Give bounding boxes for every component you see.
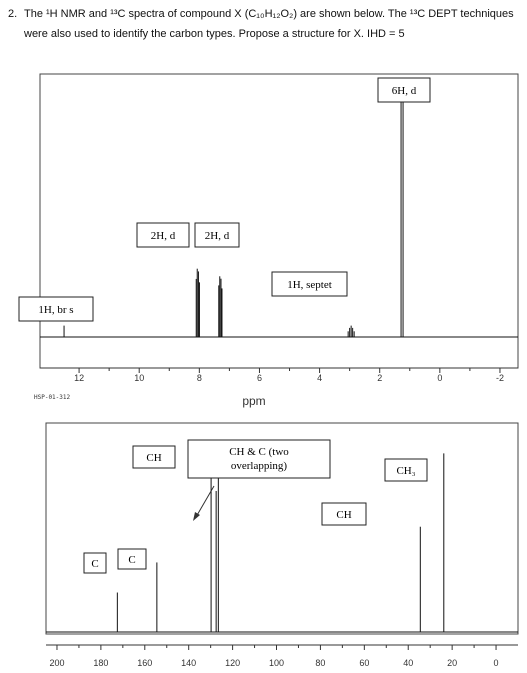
peak-label: 1H, septet	[287, 279, 332, 291]
x-tick-label: 200	[49, 658, 64, 668]
peak-label: 6H, d	[392, 85, 417, 97]
x-tick-label: 0	[437, 373, 442, 383]
x-tick-label: 180	[93, 658, 108, 668]
peak-label: CH₃	[396, 465, 415, 477]
peak-label: overlapping)	[231, 460, 288, 472]
x-tick-label: 6	[257, 373, 262, 383]
x-tick-label: -2	[496, 373, 504, 383]
peak-label: 2H, d	[151, 230, 176, 242]
h-nmr-x-axis-label: ppm	[242, 394, 265, 408]
peak-label-box	[132, 445, 176, 469]
peak-label-box	[83, 552, 107, 574]
h-nmr-footer-label: HSP-01-312	[34, 394, 71, 401]
peak-label-box	[271, 271, 348, 297]
x-tick-label: 0	[494, 658, 499, 668]
annotation-arrowhead	[193, 512, 200, 521]
peak-label: CH	[336, 509, 351, 521]
x-tick-label: 140	[181, 658, 196, 668]
h-nmr-x-axis: 12 10 8 6 4 2 0 -2	[40, 367, 518, 383]
peak-label: 2H, d	[205, 230, 230, 242]
x-tick-label: 40	[403, 658, 413, 668]
peak-label-box	[18, 296, 94, 322]
peak-label-box	[136, 222, 190, 248]
question-line-2: were also used to identify the carbon ty…	[24, 28, 405, 40]
peak-label-box	[187, 439, 331, 479]
h-nmr-plot-frame	[39, 73, 519, 369]
x-tick-label: 2	[377, 373, 382, 383]
h-nmr-peak-labels: 1H, br s 2H, d 2H, d 1H, septet 6H, d	[18, 77, 431, 322]
peak-label-box	[377, 77, 431, 103]
question-number: 2.	[8, 8, 18, 20]
annotation-arrow	[195, 485, 215, 518]
x-tick-label: 120	[225, 658, 240, 668]
h-nmr-peaks	[40, 91, 518, 338]
x-tick-label: 8	[197, 373, 202, 383]
c-nmr-plot-frame	[45, 422, 519, 635]
peak-label: C	[91, 558, 98, 570]
x-tick-label: 12	[74, 373, 84, 383]
peak-label-box	[117, 548, 147, 570]
c-nmr-peak-labels: C C CH CH & C (two overlapping) CH CH₃	[83, 439, 428, 574]
peak-label: CH	[146, 452, 161, 464]
x-tick-label: 100	[269, 658, 284, 668]
question-line-1: The ¹H NMR and ¹³C spectra of compound X…	[24, 8, 514, 20]
peak-label-box	[194, 222, 240, 248]
x-tick-label: 60	[359, 658, 369, 668]
peak-label: CH & C (two	[229, 446, 289, 458]
x-tick-label: 160	[137, 658, 152, 668]
peak-label-box	[321, 502, 367, 526]
peak-label-box	[384, 458, 428, 482]
x-tick-label: 20	[447, 658, 457, 668]
x-tick-label: 4	[317, 373, 322, 383]
c-nmr-peaks	[46, 453, 518, 633]
x-tick-label: 80	[315, 658, 325, 668]
x-tick-label: 10	[134, 373, 144, 383]
c-nmr-x-axis: 200 180 160 140 120 100 80 60 40 20 0	[46, 644, 518, 668]
peak-label: 1H, br s	[38, 304, 73, 316]
peak-label: C	[128, 554, 135, 566]
